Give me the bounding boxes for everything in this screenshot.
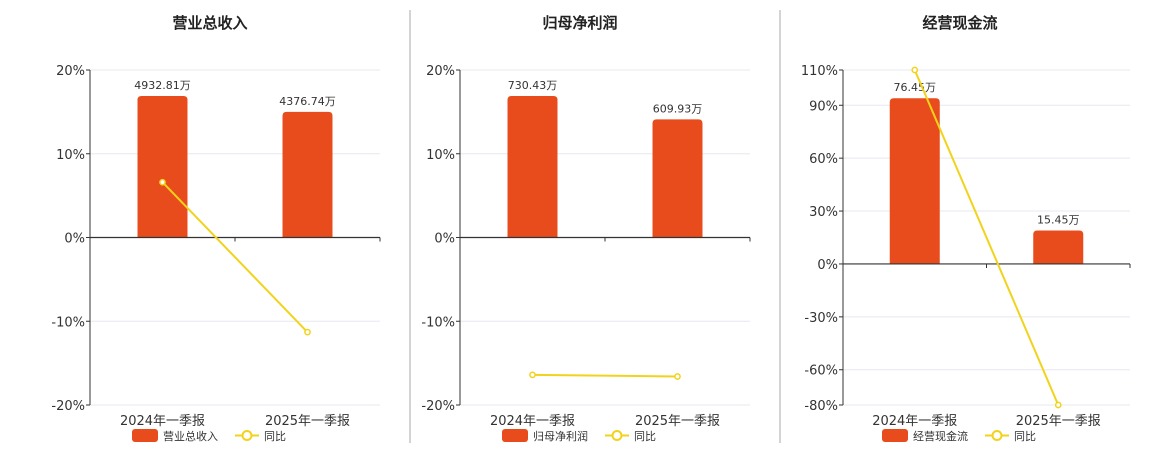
chart-title: 营业总收入 (172, 14, 247, 32)
chart-3: 经营现金流 110% 90% 60% 30% 0% -30% -60% -80% 76.45万 15… (801, 14, 1131, 443)
yoy-point (911, 66, 919, 74)
legend-line-label: 同比 (634, 430, 656, 443)
x-category-label: 2024年一季报 (120, 414, 205, 429)
legend-bar-label: 营业总收入 (163, 429, 218, 443)
bar (507, 95, 558, 238)
legend-line-marker (241, 430, 253, 441)
y-tick-label: 110% (801, 64, 838, 79)
legend-bar-label: 经营现金流 (913, 429, 968, 443)
y-tick-label: -30% (804, 311, 838, 326)
y-tick-label: -60% (804, 364, 838, 379)
legend-bar-swatch (502, 429, 528, 442)
y-tick-label: 0% (817, 258, 838, 273)
yoy-line (161, 181, 309, 333)
legend-line-marker (611, 430, 623, 441)
legend-bar-swatch (132, 429, 158, 442)
x-category-label: 2024年一季报 (490, 414, 575, 429)
bar-value-label: 76.45万 (894, 81, 937, 94)
y-tick-label: 0% (64, 232, 85, 247)
yoy-point (1054, 401, 1062, 409)
x-category-label: 2024年一季报 (872, 414, 957, 429)
bar-value-label: 15.45万 (1037, 213, 1080, 226)
y-tick-label: 30% (809, 205, 838, 220)
y-tick-label: -10% (51, 315, 85, 330)
legend-line-marker (991, 430, 1003, 441)
chart-title: 归母净利润 (542, 14, 617, 32)
y-tick-label: 0% (434, 232, 455, 247)
bar-value-label: 730.43万 (508, 79, 558, 92)
y-tick-label: 20% (56, 64, 85, 79)
bar (137, 95, 188, 238)
yoy-point (159, 178, 166, 186)
bar-value-label: 4932.81万 (134, 79, 191, 92)
y-tick-label: 90% (809, 99, 838, 114)
legend-line-label: 同比 (264, 430, 286, 443)
y-tick-label: -80% (804, 399, 838, 414)
y-tick-label: 10% (426, 148, 455, 163)
chart-1: 营业总收入 20% 10% 0% -10% -20% 4932.81万 4376.74万 202… (51, 14, 381, 443)
chart-title: 经营现金流 (922, 14, 997, 32)
bar (652, 119, 703, 238)
yoy-point (674, 373, 681, 380)
y-tick-label: -20% (51, 399, 85, 414)
legend-line-label: 同比 (1014, 430, 1036, 443)
yoy-point (529, 371, 536, 379)
yoy-line (913, 69, 1060, 406)
chart-2: 归母净利润 20% 10% 0% -10% -20% 730.43万 609.93万 2024年… (421, 14, 751, 443)
legend-bar-label: 归母净利润 (533, 429, 588, 443)
bar-value-label: 4376.74万 (279, 95, 336, 108)
y-tick-label: 60% (809, 152, 838, 167)
y-tick-label: -10% (421, 315, 455, 330)
x-category-label: 2025年一季报 (635, 414, 720, 429)
y-tick-label: -20% (421, 399, 455, 414)
bar (282, 111, 333, 238)
yoy-point (304, 328, 311, 336)
yoy-line (532, 373, 678, 378)
x-category-label: 2025年一季报 (1016, 414, 1101, 429)
x-category-label: 2025年一季报 (265, 414, 350, 429)
bar-value-label: 609.93万 (653, 102, 703, 115)
y-tick-label: 20% (426, 64, 455, 79)
legend-bar-swatch (882, 429, 908, 442)
bar (1033, 230, 1084, 264)
bar (889, 98, 940, 264)
y-tick-label: 10% (56, 148, 85, 163)
